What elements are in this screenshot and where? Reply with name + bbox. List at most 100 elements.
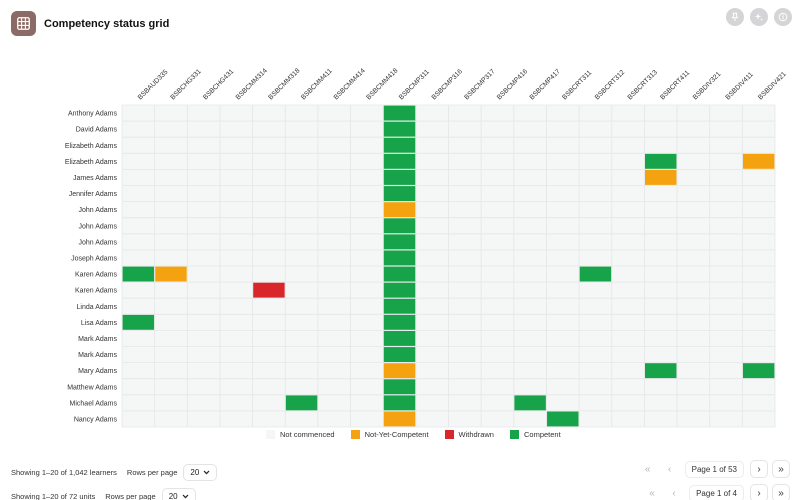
legend-item-not-commenced: Not commenced bbox=[266, 430, 335, 439]
learner-row-label: James Adams bbox=[73, 175, 117, 182]
status-cell bbox=[383, 363, 416, 379]
chevron-right-icon: › bbox=[757, 487, 761, 499]
learners-pager: Showing 1–20 of 1,042 learners Rows per … bbox=[0, 460, 800, 482]
unit-column-label: BSBCMP316 bbox=[431, 68, 464, 101]
learners-rows-per-page-select[interactable]: 20 bbox=[183, 464, 218, 481]
status-cell bbox=[383, 234, 416, 250]
learner-row-label: Mark Adams bbox=[78, 352, 117, 359]
units-rows-per-page-select[interactable]: 20 bbox=[161, 488, 196, 500]
status-cell bbox=[547, 411, 579, 427]
info-icon bbox=[778, 12, 788, 22]
chevron-left-icon: ‹ bbox=[667, 463, 672, 475]
learner-row-label: John Adams bbox=[78, 223, 117, 230]
status-cell bbox=[383, 250, 416, 266]
status-cell bbox=[383, 186, 416, 201]
status-cell bbox=[742, 153, 775, 169]
select-value: 20 bbox=[168, 492, 178, 500]
unit-column-label: BSBCRT313 bbox=[627, 69, 660, 102]
page-indicator: Page 1 of 53 bbox=[684, 460, 744, 478]
legend-swatch bbox=[444, 430, 454, 439]
unit-column-label: BSBCMM418 bbox=[365, 67, 399, 101]
unit-column-label: BSBCMP311 bbox=[398, 68, 431, 101]
next-page-button[interactable]: › bbox=[750, 460, 768, 478]
unit-column-label: BSBCMM318 bbox=[267, 67, 301, 101]
learner-row-label: Michael Adams bbox=[70, 400, 118, 407]
last-page-button[interactable]: » bbox=[772, 484, 790, 500]
unit-column-label: BSBCRT311 bbox=[561, 69, 593, 101]
unit-column-label: BSBCMP317 bbox=[463, 68, 496, 101]
unit-column-label: BSBCHG331 bbox=[169, 68, 202, 101]
status-cell bbox=[383, 121, 416, 137]
learner-row-label: Anthony Adams bbox=[68, 111, 118, 118]
chevron-down-icon bbox=[182, 494, 189, 499]
units-pager: Showing 1–20 of 72 units Rows per page 2… bbox=[0, 484, 800, 500]
legend-item-nyc: Not-Yet-Competent bbox=[350, 430, 429, 439]
legend-label: Not commenced bbox=[280, 430, 335, 439]
status-cell bbox=[645, 170, 677, 185]
pin-button[interactable] bbox=[726, 8, 744, 26]
pin-icon bbox=[731, 12, 739, 22]
status-cell bbox=[383, 202, 416, 218]
status-cell bbox=[383, 331, 416, 346]
rows-per-page-label: Rows per page bbox=[126, 468, 178, 477]
status-cell bbox=[383, 411, 416, 427]
status-cell bbox=[383, 266, 416, 282]
unit-column-label: BSBCMP417 bbox=[529, 68, 562, 101]
top-actions bbox=[726, 8, 792, 26]
status-cell bbox=[383, 314, 416, 330]
status-cell bbox=[742, 363, 775, 379]
unit-column-label: BSBDIV321 bbox=[692, 71, 723, 102]
status-cell bbox=[579, 266, 612, 282]
competency-grid: BSBAUD335 BSBCHG331 BSBCHG431 BSBCMM314BSBC… bbox=[65, 67, 788, 428]
page-indicator: Page 1 of 4 bbox=[689, 484, 744, 500]
sparkle-icon bbox=[754, 13, 763, 21]
unit-column-label: BSBAUD335 bbox=[137, 69, 170, 102]
double-chevron-left-icon: « bbox=[644, 463, 651, 475]
unit-column-label: BSBCHG431 bbox=[202, 68, 235, 101]
legend-label: Withdrawn bbox=[458, 430, 494, 439]
unit-column-label: BSBCMM314 bbox=[235, 67, 269, 101]
legend-swatch bbox=[509, 430, 519, 439]
learner-row-label: Karen Adams bbox=[75, 288, 118, 295]
learner-row-label: Karen Adams bbox=[75, 272, 118, 279]
learner-row-label: Linda Adams bbox=[77, 304, 118, 311]
first-page-button[interactable]: « bbox=[643, 484, 661, 500]
last-page-button[interactable]: » bbox=[772, 460, 790, 478]
prev-page-button[interactable]: ‹ bbox=[665, 484, 683, 500]
page-header: Competency status grid bbox=[11, 11, 169, 36]
status-cell bbox=[285, 395, 318, 411]
status-cell bbox=[383, 170, 416, 185]
chevron-down-icon bbox=[203, 470, 210, 475]
status-cell bbox=[645, 153, 677, 169]
learner-row-label: David Adams bbox=[76, 127, 118, 134]
legend: Not commenced Not-Yet-Competent Withdraw… bbox=[266, 430, 561, 439]
unit-column-label: BSBDIV411 bbox=[724, 71, 754, 101]
sparkle-button[interactable] bbox=[750, 8, 768, 26]
status-cell bbox=[383, 298, 416, 314]
learner-row-label: Nancy Adams bbox=[74, 416, 118, 423]
status-cell bbox=[514, 395, 546, 411]
status-cell bbox=[383, 395, 416, 411]
double-chevron-right-icon: » bbox=[778, 463, 784, 475]
learner-row-label: John Adams bbox=[78, 207, 117, 214]
info-button[interactable] bbox=[774, 8, 792, 26]
learner-row-label: Elizabeth Adams bbox=[65, 143, 118, 150]
rows-per-page-label: Rows per page bbox=[105, 492, 156, 500]
next-page-button[interactable]: › bbox=[750, 484, 768, 500]
learners-showing-text: Showing 1–20 of 1,042 learners bbox=[11, 468, 117, 477]
legend-label: Competent bbox=[523, 430, 561, 439]
prev-page-button[interactable]: ‹ bbox=[661, 460, 679, 478]
status-cell bbox=[645, 363, 677, 379]
double-chevron-right-icon: » bbox=[778, 487, 784, 499]
select-value: 20 bbox=[190, 468, 200, 477]
unit-column-label: BSBCMP416 bbox=[496, 68, 529, 101]
status-cell bbox=[383, 379, 416, 395]
legend-label: Not-Yet-Competent bbox=[364, 430, 429, 439]
chevron-right-icon: › bbox=[757, 463, 761, 475]
learner-row-label: Matthew Adams bbox=[67, 384, 117, 391]
chevron-left-icon: ‹ bbox=[672, 487, 676, 499]
learner-row-label: Jennifer Adams bbox=[69, 191, 118, 198]
units-showing-text: Showing 1–20 of 72 units bbox=[11, 492, 96, 500]
first-page-button[interactable]: « bbox=[639, 460, 657, 478]
unit-column-label: BSBDIV421 bbox=[757, 71, 788, 102]
